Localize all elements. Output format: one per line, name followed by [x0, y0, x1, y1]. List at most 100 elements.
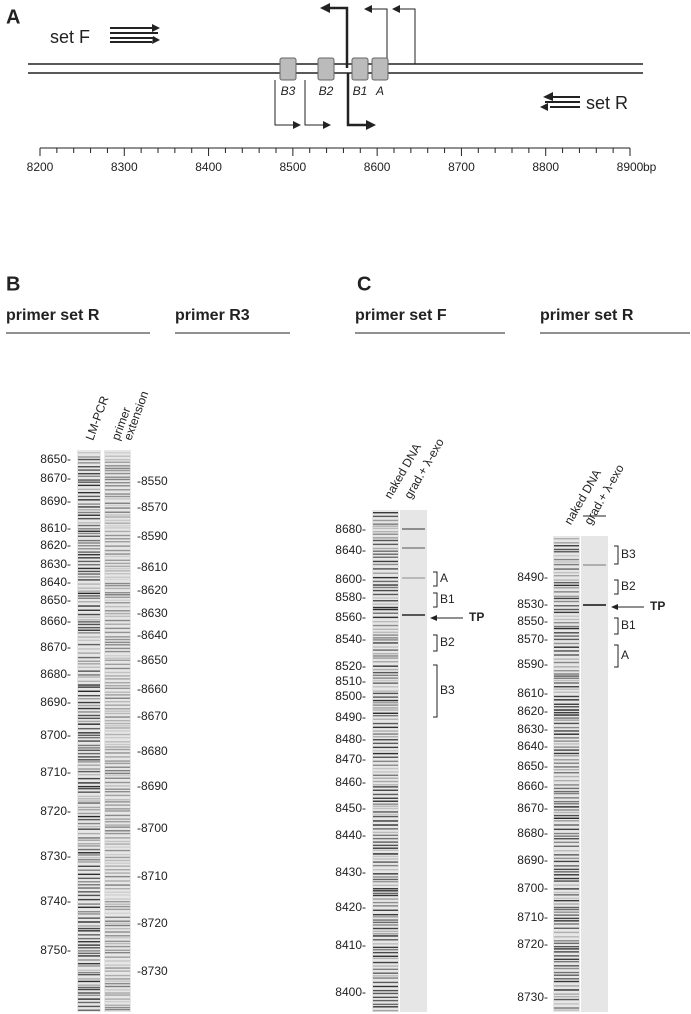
gel-band — [105, 616, 130, 617]
gel-band — [373, 975, 398, 976]
gel-band — [78, 590, 100, 591]
ruler-label: 8400 — [195, 160, 222, 174]
gel-band — [554, 803, 579, 804]
gel-band — [78, 496, 100, 497]
gel-band — [373, 869, 398, 870]
marker-label: 8660- — [517, 779, 548, 793]
gel-band — [78, 765, 100, 766]
marker-label: 8400- — [335, 985, 366, 999]
gel-band — [78, 732, 100, 733]
gel-band — [78, 630, 100, 631]
gel-band — [105, 628, 130, 629]
gel-band — [78, 564, 100, 565]
gel-band — [105, 482, 130, 483]
gel-band — [373, 943, 398, 944]
gel-band — [554, 858, 579, 859]
gel-band — [78, 895, 100, 896]
gel-band — [554, 612, 579, 613]
gel-band — [373, 910, 398, 911]
gel-band — [373, 832, 398, 833]
gel-band — [554, 838, 579, 839]
gel-band — [78, 533, 100, 534]
gel-band — [554, 596, 579, 597]
gel-band — [105, 531, 130, 532]
gel-band — [554, 692, 579, 693]
gel-band — [105, 664, 130, 665]
gel-band — [554, 940, 579, 941]
gel-band — [373, 895, 398, 896]
gel-band — [554, 824, 579, 825]
gel-band — [373, 669, 398, 670]
gel-band — [373, 956, 398, 957]
gel-band — [373, 686, 398, 687]
gel-band — [105, 1005, 130, 1006]
gel-band — [78, 573, 100, 574]
gel-band — [554, 833, 579, 834]
gel-band — [105, 1007, 130, 1008]
gel-band — [78, 568, 100, 569]
gel-band — [78, 852, 100, 853]
annotation: B2 — [440, 635, 455, 649]
gel-band — [105, 782, 130, 783]
gel-band — [78, 978, 100, 979]
gel-band — [373, 646, 398, 647]
gel-band — [554, 911, 579, 912]
gel-band — [373, 982, 398, 983]
gel-band — [554, 829, 579, 830]
gel-band — [554, 955, 579, 956]
gel-band — [554, 871, 579, 872]
gel-band — [373, 876, 398, 877]
gel-band — [105, 921, 130, 922]
gel-band — [78, 593, 100, 594]
gel-band — [373, 924, 398, 925]
gel-band — [78, 774, 100, 775]
gel-band — [373, 516, 398, 517]
gel-band — [554, 682, 579, 683]
annotation: B1 — [621, 618, 636, 632]
gel-band — [554, 658, 579, 659]
gel-band — [105, 986, 130, 987]
gel-band — [373, 881, 398, 882]
gel-band — [105, 880, 130, 881]
gel-band — [78, 788, 100, 789]
gel-band — [105, 727, 130, 728]
gel-band — [78, 545, 100, 546]
gel-band — [78, 737, 100, 738]
gel-band — [78, 917, 100, 918]
marker-label: -8690 — [137, 779, 168, 793]
gel-band — [373, 865, 398, 866]
marker-label: 8610- — [40, 521, 71, 535]
marker-label: 8690- — [40, 494, 71, 508]
gel-band — [78, 509, 100, 510]
gel-band — [78, 462, 100, 463]
dna-schematic — [28, 3, 643, 148]
gel-band — [554, 865, 579, 866]
gel-band — [554, 673, 579, 674]
gel-band — [78, 981, 100, 982]
gel-band — [554, 616, 579, 617]
gel-lane — [77, 450, 101, 1012]
gel-band — [373, 713, 398, 714]
gel-band — [554, 585, 579, 586]
gel-band — [554, 730, 579, 731]
gel-band — [105, 952, 130, 953]
gel-band — [373, 512, 398, 513]
gel-band — [554, 914, 579, 915]
gel-band — [78, 522, 100, 523]
gel-band — [554, 561, 579, 562]
gel-band — [105, 752, 130, 753]
gel-band — [554, 968, 579, 969]
gel-band — [78, 705, 100, 706]
marker-label: 8680- — [40, 667, 71, 681]
gel-band — [78, 861, 100, 862]
gel-band — [105, 1001, 130, 1002]
gel-band — [78, 913, 100, 914]
gel-band — [78, 833, 100, 834]
gel-band — [373, 801, 398, 802]
marker-label: 8670- — [40, 471, 71, 485]
set-f-label: set F — [50, 27, 90, 47]
gel-band — [554, 1003, 579, 1004]
gel-band — [105, 520, 130, 521]
gel-band — [105, 983, 130, 984]
gel-band — [78, 1002, 100, 1003]
